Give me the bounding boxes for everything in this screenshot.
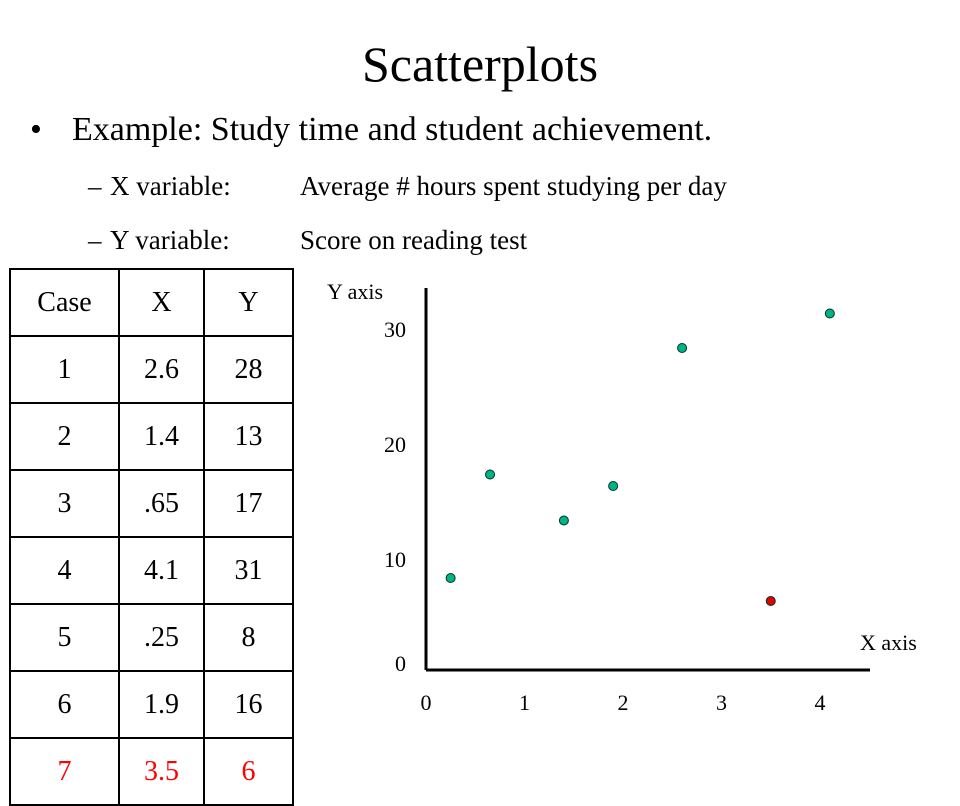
y-tick-label: 20 bbox=[384, 432, 406, 457]
x-tick-label: 4 bbox=[815, 690, 826, 715]
table-row: 1 2.6 28 bbox=[9, 335, 294, 404]
data-point-case-5 bbox=[445, 573, 456, 583]
header-y: Y bbox=[203, 268, 294, 337]
cell-y: 17 bbox=[203, 469, 294, 538]
table-row: 2 1.4 13 bbox=[9, 402, 294, 471]
data-point-case-4 bbox=[824, 308, 835, 319]
cell-y: 8 bbox=[203, 603, 294, 672]
x-tick-label: 0 bbox=[421, 690, 432, 715]
slide-title: Scatterplots bbox=[361, 36, 599, 92]
data-point-case-1 bbox=[677, 343, 688, 353]
cell-x: 4.1 bbox=[118, 536, 205, 605]
cell-x: 1.9 bbox=[118, 670, 205, 739]
sub-bullet-marker: – bbox=[88, 225, 102, 255]
main-bullet-text: Example: Study time and student achievem… bbox=[72, 111, 713, 148]
sub-bullet-x-variable: – X variable: Average # hours spent studyi… bbox=[88, 168, 727, 204]
cell-case: 5 bbox=[9, 603, 120, 672]
table-row: 4 4.1 31 bbox=[9, 536, 294, 605]
header-x: X bbox=[118, 268, 205, 337]
cell-case: 6 bbox=[9, 670, 120, 739]
cell-case: 4 bbox=[9, 536, 120, 605]
header-case: Case bbox=[9, 268, 120, 337]
sub-bullet-y-variable: – Y variable: Score on reading test bbox=[88, 222, 527, 258]
data-point-case-6 bbox=[608, 481, 619, 491]
table-row: 3 .65 17 bbox=[9, 469, 294, 538]
cell-y: 16 bbox=[203, 670, 294, 739]
sub-bullet-text: Average # hours spent studying per day bbox=[300, 171, 727, 201]
x-axis-label: X axis bbox=[860, 630, 917, 655]
y-tick-label: 0 bbox=[395, 651, 406, 676]
cell-x: .25 bbox=[118, 603, 205, 672]
x-tick-label: 2 bbox=[618, 690, 629, 715]
cell-y: 6 bbox=[203, 737, 294, 806]
y-tick-label: 30 bbox=[384, 317, 406, 342]
cell-y: 31 bbox=[203, 536, 294, 605]
cell-case: 2 bbox=[9, 402, 120, 471]
cell-case: 3 bbox=[9, 469, 120, 538]
cell-x: 1.4 bbox=[118, 402, 205, 471]
x-tick-label: 1 bbox=[519, 690, 530, 715]
scatter-plot: Y axis X axis 0 1 2 3 4 0 10 20 30 bbox=[327, 279, 917, 715]
data-table: Case X Y 1 2.6 28 2 1.4 13 3 .65 17 4 4.… bbox=[9, 268, 294, 806]
cell-y: 13 bbox=[203, 402, 294, 471]
table-row: 5 .25 8 bbox=[9, 603, 294, 672]
sub-bullet-label: Y variable: bbox=[110, 225, 230, 255]
cell-x: .65 bbox=[118, 469, 205, 538]
main-bullet: • Example: Study time and student achieve… bbox=[30, 108, 712, 152]
sub-bullet-marker: – bbox=[88, 171, 102, 201]
y-axis-label: Y axis bbox=[327, 279, 383, 304]
sub-bullet-text: Score on reading test bbox=[300, 225, 528, 255]
table-row-highlighted: 7 3.5 6 bbox=[9, 737, 294, 806]
data-point-case-7 bbox=[765, 596, 776, 606]
sub-bullet-label: X variable: bbox=[110, 171, 231, 201]
cell-x: 2.6 bbox=[118, 335, 205, 404]
data-point-case-3 bbox=[485, 469, 496, 480]
bullet-marker: • bbox=[30, 111, 42, 148]
cell-case: 1 bbox=[9, 335, 120, 404]
table-row: 6 1.9 16 bbox=[9, 670, 294, 739]
cell-x: 3.5 bbox=[118, 737, 205, 806]
x-tick-label: 3 bbox=[716, 690, 727, 715]
cell-case: 7 bbox=[9, 737, 120, 806]
table-header-row: Case X Y bbox=[9, 268, 294, 337]
cell-y: 28 bbox=[203, 335, 294, 404]
y-tick-label: 10 bbox=[384, 547, 406, 572]
data-point-case-2 bbox=[558, 515, 569, 526]
